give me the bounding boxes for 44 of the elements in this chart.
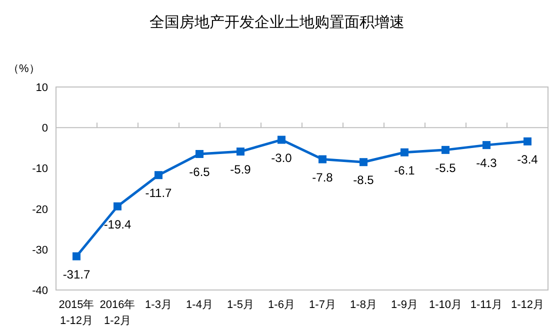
data-label: -19.4	[104, 217, 132, 232]
data-label: -5.9	[230, 162, 252, 177]
x-tick-label: 1-5月	[227, 299, 254, 311]
point	[360, 158, 368, 166]
chart-title: 全国房地产开发企业土地购置面积增速	[150, 14, 404, 31]
data-label: -4.3	[476, 156, 498, 170]
x-tick-label: 2015年 1-12月	[58, 299, 94, 327]
data-label: -7.8	[312, 170, 334, 184]
data-label: -8.5	[353, 173, 374, 188]
data-label: -6.1	[394, 163, 416, 178]
point	[442, 146, 450, 154]
data-label: -3.4	[517, 152, 538, 166]
data-label: -5.5	[435, 160, 456, 175]
x-tick-label: 1-4月	[186, 299, 213, 311]
point	[318, 155, 326, 164]
data-label: -31.7	[62, 267, 90, 282]
point	[482, 141, 490, 150]
point	[278, 136, 286, 144]
y-tick-label: -30	[32, 244, 48, 256]
x-tick-label: 1-3月	[145, 299, 172, 311]
point	[154, 171, 162, 180]
point	[524, 137, 532, 146]
y-tick-label: -10	[32, 163, 48, 176]
x-tick-label: 1-8月	[350, 299, 377, 311]
y-tick-label: -40	[32, 285, 48, 297]
x-tick-label: 2016年 1-2月	[100, 299, 136, 327]
x-tick-label: 1-10月	[428, 299, 462, 311]
x-tick-label: 1-6月	[268, 299, 295, 311]
x-tick-label: 1-12月	[510, 299, 544, 311]
x-tick-label: 1-7月	[309, 299, 336, 311]
x-tick-label: 1-11月	[470, 299, 503, 311]
point	[196, 150, 204, 158]
x-tick-label: 1-9月	[391, 299, 418, 311]
data-label: -3.0	[271, 150, 292, 165]
data-label: -11.7	[145, 186, 172, 200]
point	[236, 148, 244, 156]
y-tick-label: 0	[42, 122, 48, 135]
point	[72, 252, 80, 260]
y-tick-label: -20	[32, 204, 48, 216]
data-label: -6.5	[189, 164, 210, 179]
y-axis-title: （%）	[8, 63, 40, 75]
y-tick-label: 10	[36, 82, 48, 94]
point	[400, 148, 408, 156]
point	[114, 202, 122, 210]
